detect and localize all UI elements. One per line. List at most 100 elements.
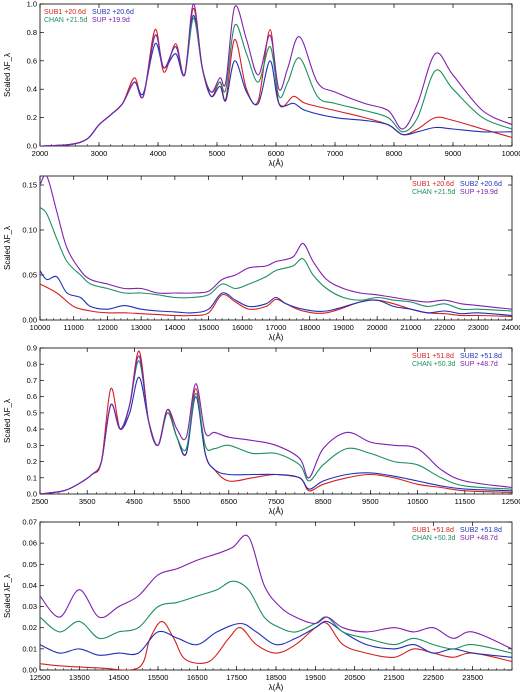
x-tick-label: 6500 <box>220 497 237 506</box>
plot-frame <box>39 521 513 671</box>
x-axis-label: λ(Å) <box>269 159 284 168</box>
legend-entry-sub1: SUB1 +20.6d <box>44 9 86 16</box>
y-tick-label: 0.2 <box>27 113 37 122</box>
legend-entry-sup: SUP +19.9d <box>460 189 498 196</box>
y-tick-label: 0.4 <box>27 425 37 434</box>
x-tick-label: 9500 <box>362 497 379 506</box>
y-tick-label: 0.10 <box>22 226 37 235</box>
series-line-sup <box>40 4 512 146</box>
x-tick-label: 5500 <box>173 497 190 506</box>
y-axis-label: Scaled λF_λ <box>3 226 12 270</box>
series-line-sub2 <box>40 620 512 658</box>
plot-frame <box>39 175 513 321</box>
x-tick-label: 15000 <box>198 323 219 332</box>
series-line-sub2 <box>40 376 512 494</box>
x-tick-label: 23000 <box>468 323 489 332</box>
x-tick-label: 22000 <box>434 323 455 332</box>
x-axis-label: λ(Å) <box>269 683 284 692</box>
x-tick-label: 7000 <box>327 149 344 158</box>
x-tick-label: 9000 <box>445 149 462 158</box>
y-tick-label: 0.9 <box>27 344 37 353</box>
series-group <box>40 534 512 670</box>
series-line-sup <box>40 355 512 494</box>
series-line-sub1 <box>40 350 512 494</box>
y-tick-label: 0.05 <box>22 271 37 280</box>
legend-entry-chan: CHAN +21.5d <box>44 17 87 24</box>
y-tick-label: 0.00 <box>22 666 37 675</box>
x-tick-label: 2500 <box>32 497 49 506</box>
series-line-sup <box>40 176 512 310</box>
y-tick-label: 0.1 <box>27 473 37 482</box>
y-tick-label: 0.15 <box>22 181 37 190</box>
y-tick-label: 0.6 <box>27 56 37 65</box>
y-tick-label: 0.6 <box>27 392 37 401</box>
y-tick-label: 0.06 <box>22 539 37 548</box>
x-tick-label: 20500 <box>344 673 365 682</box>
x-tick-label: 20000 <box>367 323 388 332</box>
legend-entry-sup: SUP +19.9d <box>92 17 130 24</box>
x-tick-label: 17000 <box>266 323 287 332</box>
y-tick-label: 0.04 <box>22 581 37 590</box>
plot-frame <box>39 347 513 495</box>
x-tick-label: 16500 <box>187 673 208 682</box>
x-tick-label: 19000 <box>333 323 354 332</box>
x-tick-label: 14000 <box>164 323 185 332</box>
x-axis-label: λ(Å) <box>269 507 284 516</box>
panel-2: 10000 11000 12000 13000 14000 15000 16000 17000… <box>3 175 520 342</box>
y-tick-label: 0.01 <box>22 644 37 653</box>
series-line-sub2 <box>40 270 512 317</box>
x-tick-label: 7500 <box>268 497 285 506</box>
y-axis-label: Scaled λF_λ <box>3 399 12 443</box>
panel-3: 2500 3500 4500 5500 6500 7500 8500 9500 10500 115… <box>3 344 520 517</box>
x-tick-label: 19500 <box>305 673 326 682</box>
y-tick-label: 1.0 <box>27 0 37 9</box>
x-tick-label: 22500 <box>423 673 444 682</box>
x-tick-label: 4500 <box>126 497 143 506</box>
legend-entry-sub2: SUB2 +20.6d <box>460 181 502 188</box>
x-tick-label: 21000 <box>400 323 421 332</box>
legend-entry-sub1: SUB1 +51.8d <box>412 527 454 534</box>
x-tick-label: 12500 <box>502 497 520 506</box>
y-tick-label: 0.3 <box>27 441 37 450</box>
x-tick-label: 12500 <box>30 673 51 682</box>
x-tick-label: 10000 <box>30 323 51 332</box>
x-tick-label: 5000 <box>209 149 226 158</box>
series-line-sup <box>40 534 512 650</box>
y-tick-label: 0.00 <box>22 316 37 325</box>
x-tick-label: 11500 <box>455 497 475 506</box>
series-line-chan <box>40 580 512 654</box>
x-tick-label: 21500 <box>384 673 405 682</box>
series-group <box>40 4 512 146</box>
y-tick-label: 0.0 <box>27 142 37 151</box>
y-tick-label: 0.7 <box>27 376 37 385</box>
x-tick-label: 12000 <box>97 323 118 332</box>
y-tick-label: 0.05 <box>22 560 37 569</box>
y-tick-label: 0.07 <box>22 518 37 527</box>
x-tick-label: 16000 <box>232 323 253 332</box>
y-tick-label: 0.4 <box>27 85 37 94</box>
x-tick-label: 4000 <box>150 149 167 158</box>
x-tick-label: 15500 <box>148 673 169 682</box>
x-tick-label: 17500 <box>226 673 247 682</box>
panel-1: 2000 3000 4000 5000 6000 7000 8000 9000 10000 0.0… <box>3 0 520 168</box>
x-axis-label: λ(Å) <box>269 333 284 342</box>
x-tick-label: 8500 <box>315 497 332 506</box>
y-tick-label: 0.0 <box>27 490 37 499</box>
legend-entry-sup: SUP +48.7d <box>460 361 498 368</box>
x-tick-label: 14500 <box>108 673 129 682</box>
series-line-chan <box>40 207 512 312</box>
legend-entry-chan: CHAN +50.3d <box>412 361 455 368</box>
x-tick-label: 10000 <box>502 149 520 158</box>
x-tick-label: 11000 <box>64 323 84 332</box>
x-tick-label: 18500 <box>266 673 287 682</box>
x-tick-label: 8000 <box>386 149 403 158</box>
series-group <box>40 176 512 317</box>
x-tick-label: 13000 <box>131 323 152 332</box>
legend-entry-chan: CHAN +21.5d <box>412 189 455 196</box>
panel-4: 12500 13500 14500 15500 16500 17500 18500 19500… <box>3 518 513 692</box>
x-tick-label: 3500 <box>79 497 96 506</box>
y-axis-label: Scaled λF_λ <box>3 574 12 618</box>
legend-entry-sub2: SUB2 +20.6d <box>92 9 134 16</box>
